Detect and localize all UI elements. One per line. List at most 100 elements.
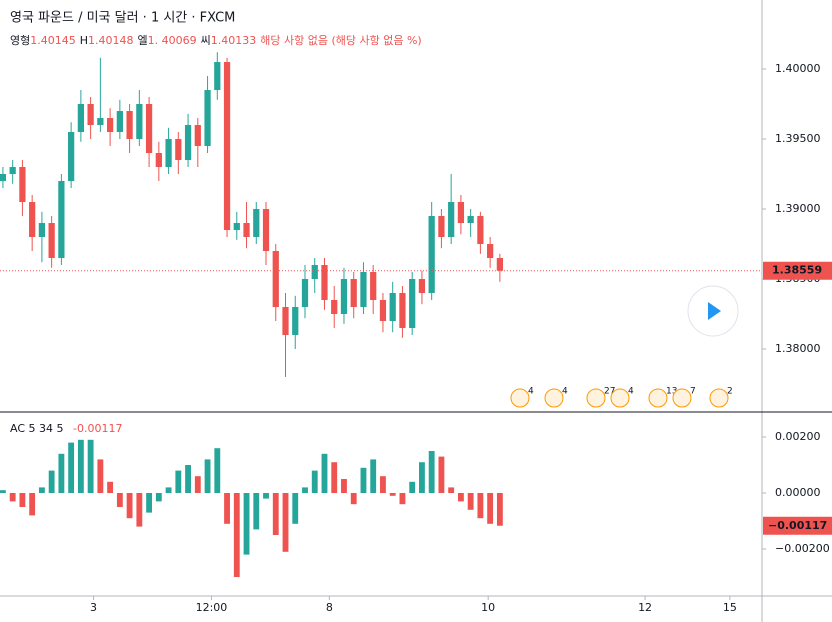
y-tick-label: 0.00000 xyxy=(775,486,821,499)
ohlc-value: 1.40145 xyxy=(30,34,76,47)
y-tick-label: 1.39000 xyxy=(775,202,821,215)
ohlc-change: 해당 사항 없음 (해당 사항 없음 %) xyxy=(260,33,421,47)
candle-body xyxy=(457,202,465,224)
ac-bar xyxy=(0,490,6,494)
candle-body xyxy=(331,300,338,315)
symbol-title: 영국 파운드 / 미국 달러 · 1 시간 · FXCM xyxy=(10,11,235,26)
ac-bar xyxy=(311,470,318,494)
x-tick-label: 12:00 xyxy=(196,601,228,614)
ac-bar xyxy=(204,459,211,494)
last-value-box xyxy=(763,516,832,535)
candle-body xyxy=(418,279,426,294)
x-tick-label: 8 xyxy=(326,601,333,614)
ac-bar xyxy=(448,487,455,494)
ac-bar xyxy=(68,442,75,494)
candle-body xyxy=(0,174,7,182)
ac-bar xyxy=(116,493,123,507)
candle-body xyxy=(253,209,260,238)
candle-body xyxy=(321,265,328,301)
ac-bar xyxy=(58,453,65,494)
ac-bar xyxy=(282,493,289,552)
play-icon[interactable] xyxy=(708,302,721,320)
x-tick-label: 3 xyxy=(90,601,97,614)
indicator-value: -0.00117 xyxy=(73,422,122,435)
event-icon xyxy=(648,388,668,408)
candle-body xyxy=(145,104,153,154)
y-tick-label: −0.00200 xyxy=(775,542,830,555)
candle-body xyxy=(282,307,289,336)
event-count: 4 xyxy=(562,387,568,397)
last-price-label: 1.38559 xyxy=(772,264,822,277)
event-icon xyxy=(672,388,692,408)
event-count: 27 xyxy=(604,387,615,397)
candle-body xyxy=(223,62,231,231)
ac-bar xyxy=(360,467,367,494)
ac-bar xyxy=(302,487,308,494)
ac-bar xyxy=(146,493,153,513)
ac-bar xyxy=(292,493,299,524)
candle-body xyxy=(77,104,84,133)
candle-body xyxy=(19,167,26,203)
candle-body xyxy=(448,202,455,238)
ac-bar xyxy=(165,487,172,494)
ac-bar xyxy=(487,493,494,524)
indicator-title: AC 5 34 5 xyxy=(10,422,64,435)
ac-bar xyxy=(272,493,279,535)
candle-body xyxy=(58,181,65,259)
candle-body xyxy=(301,279,309,308)
candle-body xyxy=(116,111,123,133)
ac-bar xyxy=(175,470,182,494)
candle-body xyxy=(233,223,240,231)
ohlc-key: H xyxy=(80,34,88,47)
ac-bar xyxy=(243,493,250,555)
candle-body xyxy=(175,139,182,161)
candle-body xyxy=(399,293,406,329)
candle-body xyxy=(68,132,75,182)
candle-body xyxy=(29,202,36,238)
candle-body xyxy=(97,118,104,126)
candle-body xyxy=(165,139,172,168)
ac-bar xyxy=(399,493,406,505)
ohlc-value: 1.40148 xyxy=(88,34,134,47)
event-icon xyxy=(610,388,630,408)
x-tick-label: 15 xyxy=(723,601,737,614)
x-tick-label: 10 xyxy=(481,601,495,614)
ac-bar xyxy=(321,453,328,494)
ac-bar xyxy=(496,493,503,526)
ac-bar xyxy=(9,493,16,502)
ohlc-key: 씨 xyxy=(201,34,211,47)
ac-bar xyxy=(438,456,445,494)
candle-body xyxy=(496,258,503,271)
ac-bar xyxy=(185,465,191,494)
event-count: 2 xyxy=(727,387,733,397)
candle-body xyxy=(379,300,387,322)
ac-bar xyxy=(155,493,162,502)
candle-body xyxy=(194,125,201,147)
x-tick-label: 12 xyxy=(638,601,652,614)
ac-bar xyxy=(87,439,94,494)
event-icon xyxy=(510,388,530,408)
candle-body xyxy=(389,293,396,322)
candle-body xyxy=(409,279,416,329)
candle-body xyxy=(243,223,250,238)
y-tick-label: 0.00200 xyxy=(775,430,821,443)
ac-bar xyxy=(136,493,143,527)
candle-body xyxy=(126,111,133,140)
ac-bar xyxy=(477,493,484,519)
candle-body xyxy=(155,153,162,168)
candle-body xyxy=(9,167,16,175)
candle-body xyxy=(487,244,494,259)
event-icon xyxy=(709,388,729,408)
ac-bar xyxy=(48,470,55,494)
candle-body xyxy=(204,90,211,147)
play-button[interactable] xyxy=(687,285,739,337)
candle-body xyxy=(87,104,94,126)
event-count: 7 xyxy=(690,387,696,397)
ac-bar xyxy=(29,493,36,516)
last-value-label: −0.00117 xyxy=(768,519,827,532)
candle-body xyxy=(48,223,55,259)
ohlc-key: 엘 xyxy=(138,34,148,47)
event-icons: 4 4 27 4 13 7 2 xyxy=(510,387,733,408)
ac-bar xyxy=(467,493,474,510)
